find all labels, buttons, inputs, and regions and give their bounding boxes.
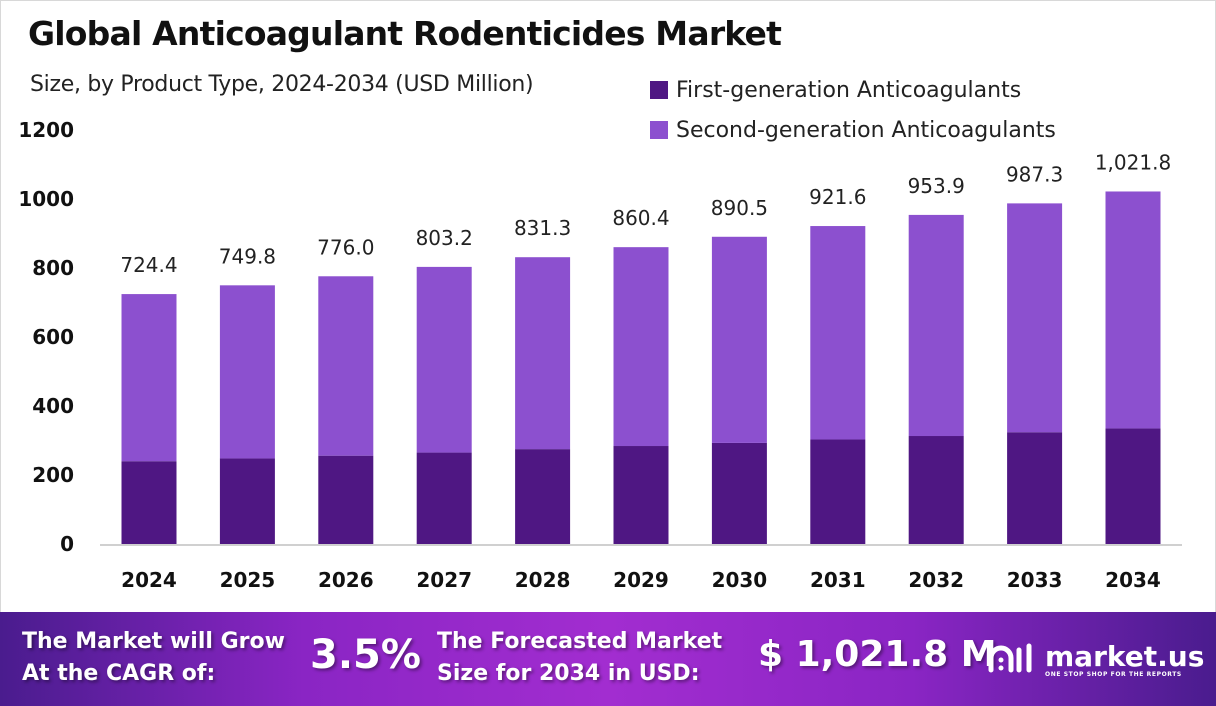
bar-segment-first-gen	[318, 455, 374, 544]
bar-segment-second-gen	[908, 214, 964, 437]
bar-segment-second-gen	[515, 257, 571, 450]
x-tick-label: 2030	[712, 568, 768, 592]
forecast-label-line: The Forecasted Market	[437, 629, 723, 654]
x-tick-label: 2034	[1105, 568, 1161, 592]
cagr-label: The Market will Grow At the CAGR of:	[22, 626, 285, 690]
cagr-label-line: The Market will Grow	[22, 629, 285, 654]
legend-item-second-gen: Second-generation Anticoagulants	[650, 110, 1056, 150]
bar-segment-first-gen	[613, 446, 669, 544]
bar-total-label: 987.3	[1006, 162, 1063, 186]
bar-total-label: 776.0	[317, 235, 374, 259]
chart-plot: 0 200 400 600 800 1000 1200 724.4 2024 749.8 2025 7…	[18, 118, 1182, 592]
x-tick-label: 2025	[220, 568, 276, 592]
bar-segment-second-gen	[711, 236, 767, 443]
legend-item-first-gen: First-generation Anticoagulants	[650, 70, 1056, 110]
x-tick-label: 2024	[121, 568, 177, 592]
summary-banner: The Market will Grow At the CAGR of: 3.5%…	[0, 612, 1216, 706]
x-tick-label: 2031	[810, 568, 866, 592]
bar-segment-first-gen	[810, 439, 866, 544]
x-tick-label: 2033	[1007, 568, 1063, 592]
x-tick-label: 2026	[318, 568, 374, 592]
bar-segment-first-gen	[515, 449, 571, 544]
logo-tagline: ONE STOP SHOP FOR THE REPORTS	[1045, 670, 1182, 678]
bar-total-label: 921.6	[809, 185, 866, 209]
bar-total-label: 749.8	[219, 244, 276, 268]
bar-segment-first-gen	[1105, 428, 1161, 544]
y-tick-label: 200	[32, 463, 74, 487]
chart-title: Global Anticoagulant Rodenticides Market	[28, 14, 782, 53]
bar-total-label: 724.4	[120, 253, 177, 277]
y-tick-label: 1200	[18, 118, 74, 142]
bar-total-label: 1,021.8	[1095, 150, 1171, 174]
bar-total-label: 953.9	[908, 174, 965, 198]
x-tick-label: 2028	[515, 568, 571, 592]
cagr-label-line: At the CAGR of:	[22, 661, 216, 686]
bar-segment-first-gen	[1007, 432, 1063, 544]
legend-label: First-generation Anticoagulants	[676, 77, 1022, 103]
forecast-label: The Forecasted Market Size for 2034 in US…	[437, 626, 722, 690]
chart-subtitle: Size, by Product Type, 2024-2034 (USD Mi…	[30, 72, 534, 97]
bar-segment-first-gen	[908, 436, 964, 544]
forecast-value: $ 1,021.8 M	[758, 634, 997, 675]
x-tick-label: 2032	[908, 568, 964, 592]
bar-segment-second-gen	[613, 247, 669, 447]
y-tick-label: 800	[32, 256, 74, 280]
bar-segment-first-gen	[711, 442, 767, 544]
bar-segment-second-gen	[1007, 203, 1063, 433]
legend: First-generation Anticoagulants Second-g…	[650, 70, 1056, 150]
bar-segment-second-gen	[810, 226, 866, 440]
bar-segment-first-gen	[121, 461, 177, 544]
bar-total-label: 860.4	[612, 206, 669, 230]
cagr-value: 3.5%	[310, 632, 421, 678]
x-tick-label: 2029	[613, 568, 669, 592]
logo-name: market.us	[1045, 639, 1205, 673]
bar-total-label: 890.5	[711, 196, 768, 220]
y-tick-label: 1000	[18, 187, 74, 211]
x-tick-label: 2027	[416, 568, 472, 592]
market-us-logo: market.us ONE STOP SHOP FOR THE REPORTS	[985, 640, 1204, 680]
y-tick-label: 600	[32, 325, 74, 349]
bar-segment-second-gen	[416, 266, 472, 453]
bar-segment-second-gen	[219, 285, 275, 459]
bar-segment-second-gen	[1105, 191, 1161, 429]
legend-swatch	[650, 121, 668, 139]
legend-swatch	[650, 81, 668, 99]
bar-segment-first-gen	[219, 458, 275, 544]
y-tick-label: 0	[60, 532, 74, 556]
logo-icon	[988, 643, 1032, 673]
bar-segment-second-gen	[318, 276, 374, 456]
y-tick-label: 400	[32, 394, 74, 418]
bar-total-label: 831.3	[514, 216, 571, 240]
forecast-label-line: Size for 2034 in USD:	[437, 661, 700, 686]
bar-segment-second-gen	[121, 294, 177, 462]
bar-total-label: 803.2	[416, 226, 473, 250]
legend-label: Second-generation Anticoagulants	[676, 117, 1056, 143]
bar-segment-first-gen	[416, 452, 472, 544]
